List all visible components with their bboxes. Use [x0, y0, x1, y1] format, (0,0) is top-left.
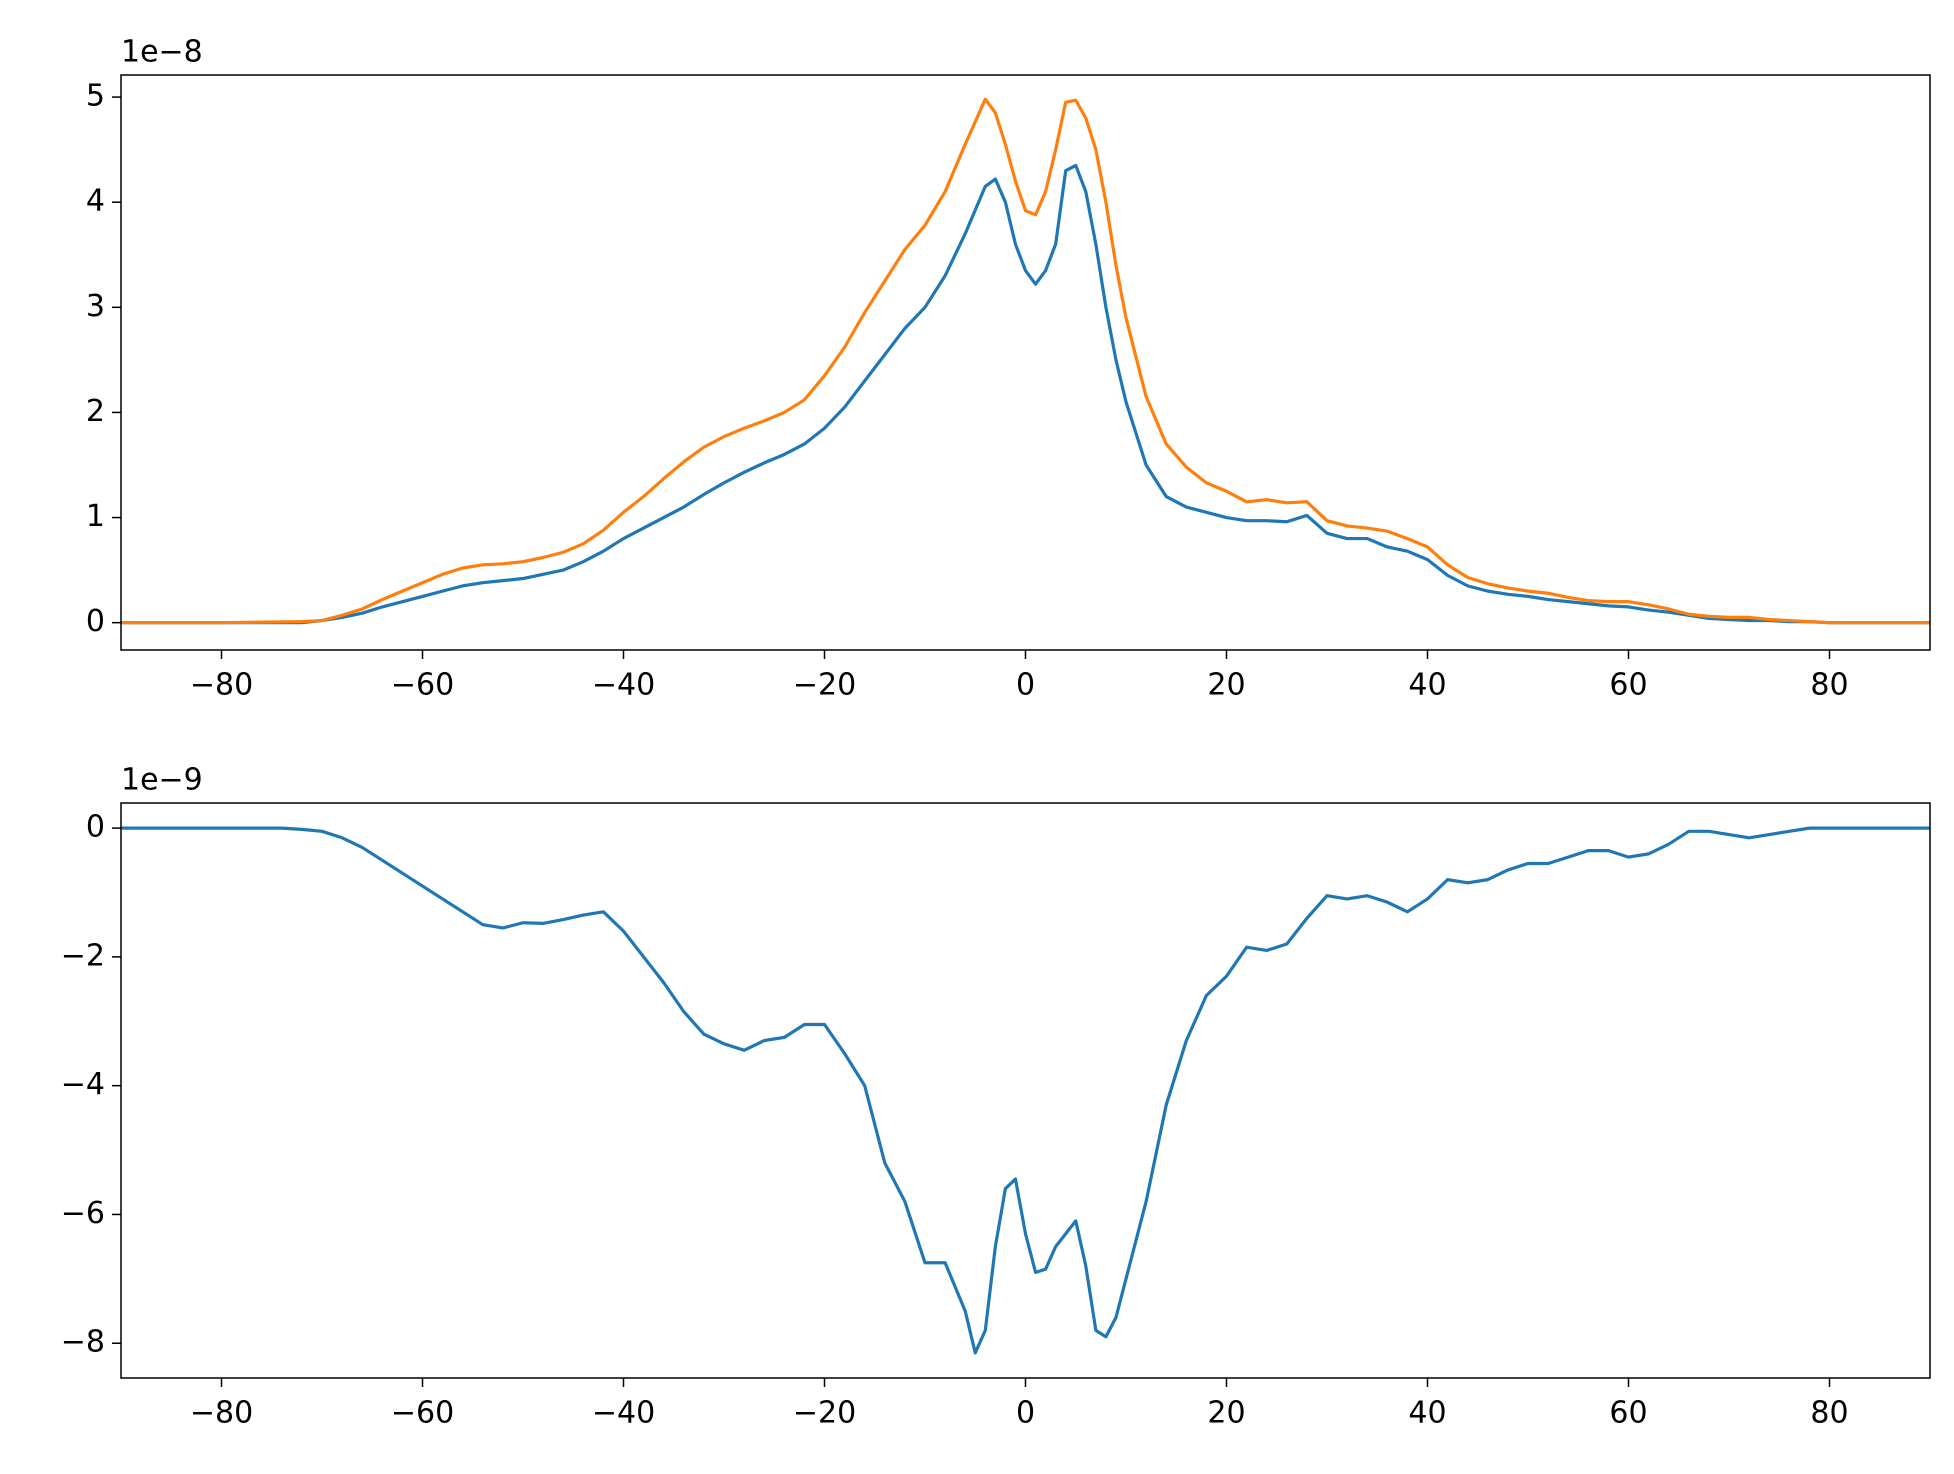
y-tick-label: −2	[61, 938, 105, 973]
x-tick-label: 20	[1207, 668, 1245, 703]
x-tick-label: 60	[1609, 668, 1647, 703]
x-tick-label: 40	[1408, 668, 1446, 703]
offset-label: 1e−9	[121, 763, 203, 798]
y-tick-label: −8	[61, 1325, 105, 1360]
y-tick-label: 2	[86, 394, 105, 429]
y-tick-label: 0	[86, 810, 105, 845]
y-tick-label: 0	[86, 604, 105, 639]
line	[121, 163, 1930, 625]
x-tick-label: 0	[1016, 1396, 1035, 1431]
x-tick-label: −80	[190, 1396, 253, 1431]
line	[121, 826, 1930, 1355]
y-tick-label: −4	[61, 1067, 105, 1102]
x-tick-label: −40	[592, 668, 655, 703]
y-tick-label: 5	[86, 79, 105, 114]
line	[121, 97, 1930, 625]
y-tick-label: 4	[86, 184, 105, 219]
axes-frame	[120, 74, 1931, 651]
x-tick-label: −60	[391, 668, 454, 703]
x-tick-label: 0	[1016, 668, 1035, 703]
axes-frame	[120, 802, 1931, 1379]
x-tick-label: 60	[1609, 1396, 1647, 1431]
x-tick-label: 40	[1408, 1396, 1446, 1431]
y-tick-label: 1	[86, 499, 105, 534]
x-tick-label: 20	[1207, 1396, 1245, 1431]
x-tick-label: −20	[793, 668, 856, 703]
x-tick-label: −20	[793, 1396, 856, 1431]
offset-label: 1e−8	[121, 35, 203, 70]
y-tick-label: −6	[61, 1196, 105, 1231]
x-tick-label: 80	[1810, 668, 1848, 703]
x-tick-label: −40	[592, 1396, 655, 1431]
x-tick-label: −60	[391, 1396, 454, 1431]
x-tick-label: 80	[1810, 1396, 1848, 1431]
y-tick-label: 3	[86, 289, 105, 324]
x-tick-label: −80	[190, 668, 253, 703]
